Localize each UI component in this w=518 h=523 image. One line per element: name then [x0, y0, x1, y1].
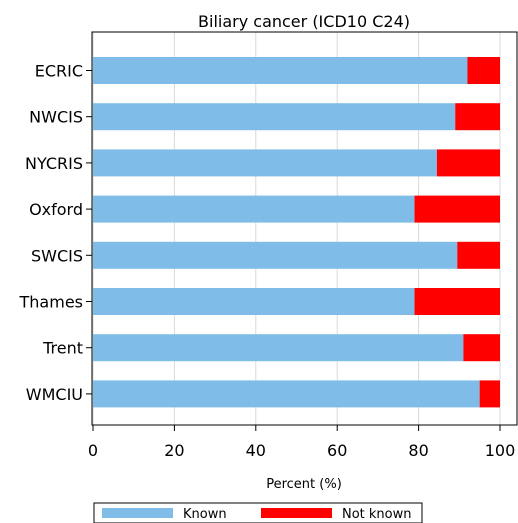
grid-lines	[92, 32, 501, 425]
legend-swatch-known	[102, 508, 173, 518]
category-label-nwcis: NWCIS	[29, 108, 83, 127]
category-label-trent: Trent	[42, 339, 83, 358]
bar-swcis-not-known	[457, 241, 500, 269]
chart-title: Biliary cancer (ICD10 C24)	[198, 12, 410, 31]
bar-nwcis-known	[93, 103, 456, 131]
category-label-thames: Thames	[19, 293, 83, 312]
x-tick-label-0: 0	[88, 441, 98, 460]
category-label-wmciu: WMCIU	[26, 385, 83, 404]
category-labels: ECRIC NWCIS NYCRIS Oxford SWCIS Thames Trent WM…	[19, 62, 92, 404]
bar-thames-not-known	[414, 288, 500, 315]
bar-oxford-not-known	[414, 195, 500, 223]
bar-trent-not-known	[463, 334, 500, 362]
x-axis-ticks: 0 20 40 60 80 100	[88, 425, 515, 460]
bar-swcis-known	[93, 241, 458, 269]
x-tick-label-5: 100	[485, 441, 516, 460]
bar-trent-known	[93, 334, 464, 362]
bar-thames-known	[93, 288, 415, 315]
bar-ecric-known	[93, 57, 468, 84]
legend: Known Not known	[93, 502, 423, 523]
bar-nwcis-not-known	[455, 103, 500, 131]
category-label-ecric: ECRIC	[35, 62, 83, 81]
category-label-nycris: NYCRIS	[25, 154, 83, 173]
x-tick-label-3: 60	[327, 441, 347, 460]
category-label-swcis: SWCIS	[31, 246, 83, 265]
legend-label-not-known: Not known	[342, 507, 412, 522]
plot-frame	[91, 31, 518, 426]
bar-oxford-known	[93, 195, 415, 223]
x-tick-label-4: 80	[408, 441, 428, 460]
x-axis-label: Percent (%)	[266, 477, 342, 492]
bar-wmciu-not-known	[479, 380, 500, 408]
bar-nycris-known	[93, 149, 437, 177]
bar-nycris-not-known	[436, 149, 500, 177]
legend-box	[93, 502, 423, 523]
bar-wmciu-known	[93, 380, 480, 408]
x-tick-label-2: 40	[246, 441, 266, 460]
legend-swatch-not-known	[261, 508, 332, 518]
category-label-oxford: Oxford	[29, 200, 83, 219]
legend-label-known: Known	[183, 507, 227, 522]
x-tick-label-1: 20	[164, 441, 184, 460]
bars	[93, 57, 500, 408]
bar-ecric-not-known	[467, 57, 500, 84]
